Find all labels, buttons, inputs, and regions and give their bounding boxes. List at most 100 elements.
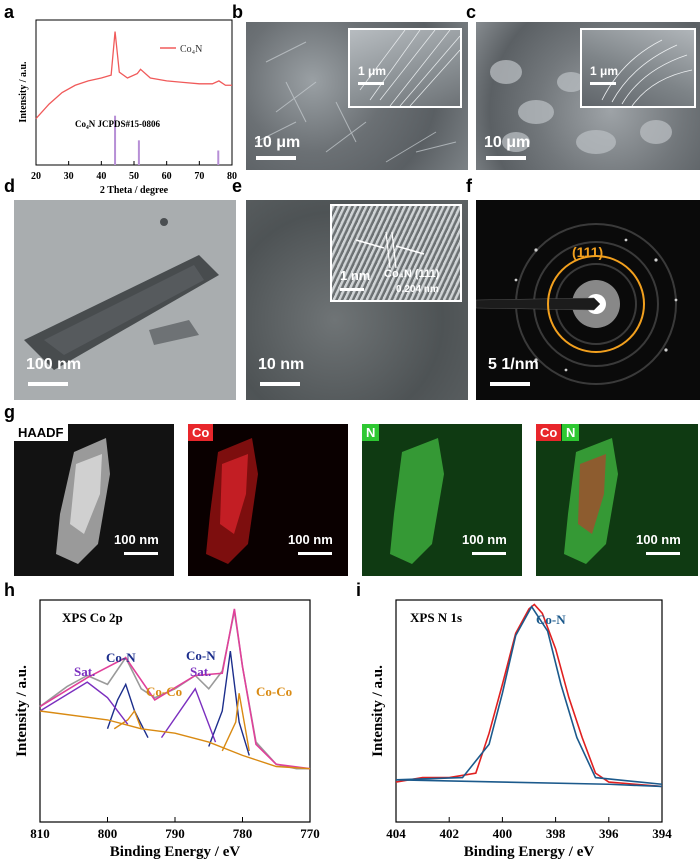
- xps-co2p-curve: [221, 693, 250, 752]
- n-scalebar: [472, 552, 506, 555]
- panel-label-e: e: [232, 176, 243, 196]
- overlay-n-tag: N: [562, 424, 580, 441]
- inset-scale-label-c: 1 μm: [590, 64, 619, 78]
- eds-map-co: Co 100 nm: [188, 424, 348, 576]
- saed-image-f: (111) 5 1/nm: [476, 200, 700, 400]
- inset-scalebar-c: [590, 82, 616, 85]
- saed-ring-label: (111): [572, 244, 604, 260]
- panel-label-d: d: [4, 176, 15, 196]
- haadf-scale-label: 100 nm: [114, 532, 159, 547]
- panel-label-a: a: [4, 2, 15, 22]
- overlay-scalebar: [646, 552, 680, 555]
- xps-co2p-curve: [208, 650, 250, 756]
- scalebar-c: [486, 156, 526, 160]
- x-tick-label: 30: [64, 171, 74, 182]
- scalebar-e: [260, 382, 300, 386]
- x-tick-label: 70: [194, 171, 204, 182]
- xps-co2p-curve: [106, 682, 149, 738]
- sem-image-c: 1 μm 10 μm: [476, 22, 700, 170]
- xrd-reference-peaks: [114, 115, 220, 165]
- hrtem-inset-e: 1 nm Co₄N (111) 0.204 nm: [330, 204, 462, 302]
- inset-scale-label-b: 1 μm: [358, 64, 387, 78]
- x-tick-label: 398: [546, 826, 566, 841]
- xps-n1s-title: XPS N 1s: [410, 610, 462, 625]
- sem-inset-b: 1 μm: [348, 28, 462, 108]
- n-tag: N: [362, 424, 380, 441]
- xps-co2p-y-label: Intensity / a.u.: [14, 665, 30, 757]
- x-tick-label: 404: [386, 826, 406, 841]
- annot-coco-1: Co-Co: [146, 684, 182, 699]
- scale-label-d: 100 nm: [26, 356, 82, 373]
- xps-co2p-chart: 810 800 790 780 770 XPS Co 2p Sat. Co-N Co-C…: [14, 599, 320, 860]
- annot-sat-2: Sat.: [190, 664, 211, 679]
- xps-co2p-x-label: Binding Energy / eV: [110, 844, 241, 860]
- co-scalebar: [298, 552, 332, 555]
- panel-label-c: c: [466, 2, 477, 22]
- xps-n1s-curve: [395, 603, 663, 788]
- xps-co2p-title: XPS Co 2p: [62, 610, 123, 625]
- eds-map-overlay: Co N 100 nm: [536, 424, 698, 576]
- xps-co2p-curve: [39, 608, 311, 770]
- xrd-legend-label: Co₄N: [180, 44, 202, 55]
- panel-label-f: f: [466, 176, 472, 196]
- co-tag: Co: [188, 424, 214, 441]
- haadf-scalebar: [124, 552, 158, 555]
- xps-n1s-curve: [395, 605, 663, 786]
- inset-scale-label-e: 1 nm: [340, 268, 371, 283]
- x-tick-label: 60: [162, 171, 172, 182]
- scale-label-b: 10 μm: [254, 134, 301, 151]
- annot-con-1: Co-N: [106, 650, 136, 665]
- xps-co2p-curve: [160, 687, 217, 743]
- x-tick-label: 50: [129, 171, 139, 182]
- xps-n1s-chart: 404 402 400 398 396 394 XPS N 1s Co-N Binding…: [370, 599, 672, 860]
- annot-con-2: Co-N: [186, 648, 216, 663]
- xrd-x-ticks: 20 30 40 50 60 70 80: [31, 161, 237, 182]
- tem-image-d: 100 nm: [14, 200, 236, 400]
- panel-label-i: i: [356, 580, 362, 600]
- x-tick-label: 800: [98, 826, 118, 841]
- scalebar-b: [256, 156, 296, 160]
- xps-co2p-curve: [113, 709, 142, 730]
- saed-ring-111: [547, 255, 645, 353]
- scalebar-f: [490, 382, 530, 386]
- panel-label-b: b: [232, 2, 243, 22]
- x-tick-label: 400: [493, 826, 513, 841]
- xps-co2p-curve: [39, 681, 129, 725]
- sem-image-b: 1 μm 10 μm: [246, 22, 468, 170]
- x-tick-label: 790: [165, 826, 185, 841]
- x-tick-label: 402: [439, 826, 459, 841]
- xps-co2p-curve: [39, 710, 311, 770]
- panel-label-g: g: [4, 402, 15, 422]
- lattice-plane-label: Co₄N (111): [384, 268, 440, 280]
- scale-label-c: 10 μm: [484, 134, 531, 151]
- x-tick-label: 770: [300, 826, 320, 841]
- panel-label-h: h: [4, 580, 15, 600]
- xps-n1s-x-label: Binding Energy / eV: [464, 844, 595, 860]
- haadf-tag: HAADF: [14, 424, 68, 441]
- annot-sat-1: Sat.: [74, 664, 95, 679]
- x-tick-label: 40: [96, 171, 106, 182]
- eds-map-n: N 100 nm: [362, 424, 522, 576]
- x-tick-label: 396: [599, 826, 619, 841]
- x-tick-label: 20: [31, 171, 41, 182]
- sem-inset-c: 1 μm: [580, 28, 696, 108]
- xps-n1s-frame: [395, 599, 663, 823]
- x-tick-label: 80: [227, 171, 237, 182]
- xrd-x-axis-label: 2 Theta / degree: [100, 185, 169, 196]
- scale-label-f: 5 1/nm: [488, 356, 539, 373]
- x-tick-label: 780: [233, 826, 253, 841]
- x-tick-label: 810: [30, 826, 50, 841]
- overlay-co-tag: Co: [536, 424, 562, 441]
- inset-scalebar-e: [340, 288, 364, 291]
- hrtem-image-e: 1 nm Co₄N (111) 0.204 nm 10 nm: [246, 200, 468, 400]
- xps-co2p-frame: [39, 599, 311, 823]
- x-tick-label: 394: [652, 826, 672, 841]
- xrd-chart: 20 30 40 50 60 70 80 Co₄N Co₄N JCPDS#15-0806 2…: [18, 19, 237, 196]
- xps-n1s-y-label: Intensity / a.u.: [370, 665, 386, 757]
- xrd-reference-label: Co₄N JCPDS#15-0806: [75, 119, 160, 129]
- eds-map-haadf: HAADF 100 nm: [14, 424, 174, 576]
- n-scale-label: 100 nm: [462, 532, 507, 547]
- xrd-y-axis-label: Intensity / a.u.: [18, 61, 29, 123]
- xrd-series-line: [35, 31, 232, 120]
- overlay-scale-label: 100 nm: [636, 532, 681, 547]
